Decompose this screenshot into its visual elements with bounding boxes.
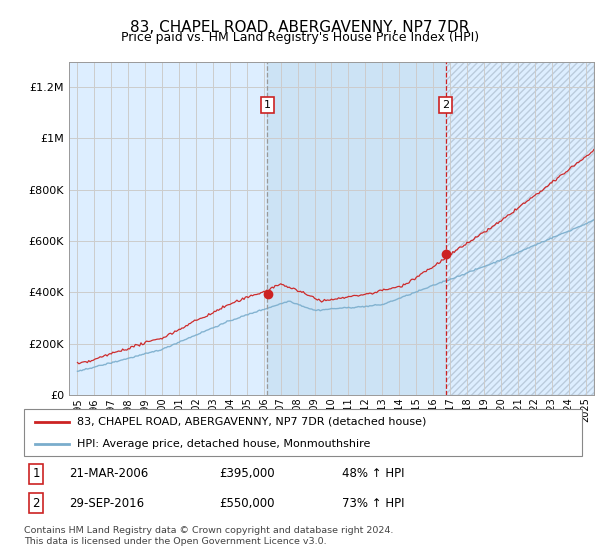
Text: 83, CHAPEL ROAD, ABERGAVENNY, NP7 7DR: 83, CHAPEL ROAD, ABERGAVENNY, NP7 7DR <box>130 20 470 35</box>
Text: 48% ↑ HPI: 48% ↑ HPI <box>342 468 404 480</box>
Text: 1: 1 <box>264 100 271 110</box>
Text: 73% ↑ HPI: 73% ↑ HPI <box>342 497 404 510</box>
Text: Price paid vs. HM Land Registry's House Price Index (HPI): Price paid vs. HM Land Registry's House … <box>121 31 479 44</box>
Text: £395,000: £395,000 <box>220 468 275 480</box>
Text: 21-MAR-2006: 21-MAR-2006 <box>68 468 148 480</box>
Bar <box>446 62 594 395</box>
Text: 2: 2 <box>442 100 449 110</box>
Text: 29-SEP-2016: 29-SEP-2016 <box>68 497 144 510</box>
FancyBboxPatch shape <box>24 409 582 456</box>
Text: £550,000: £550,000 <box>220 497 275 510</box>
Bar <box>268 62 446 395</box>
Text: 1: 1 <box>32 468 40 480</box>
Text: 83, CHAPEL ROAD, ABERGAVENNY, NP7 7DR (detached house): 83, CHAPEL ROAD, ABERGAVENNY, NP7 7DR (d… <box>77 417 427 427</box>
Text: HPI: Average price, detached house, Monmouthshire: HPI: Average price, detached house, Monm… <box>77 438 370 449</box>
Text: 2: 2 <box>32 497 40 510</box>
Text: Contains HM Land Registry data © Crown copyright and database right 2024.
This d: Contains HM Land Registry data © Crown c… <box>24 526 394 546</box>
Bar <box>446 62 594 395</box>
